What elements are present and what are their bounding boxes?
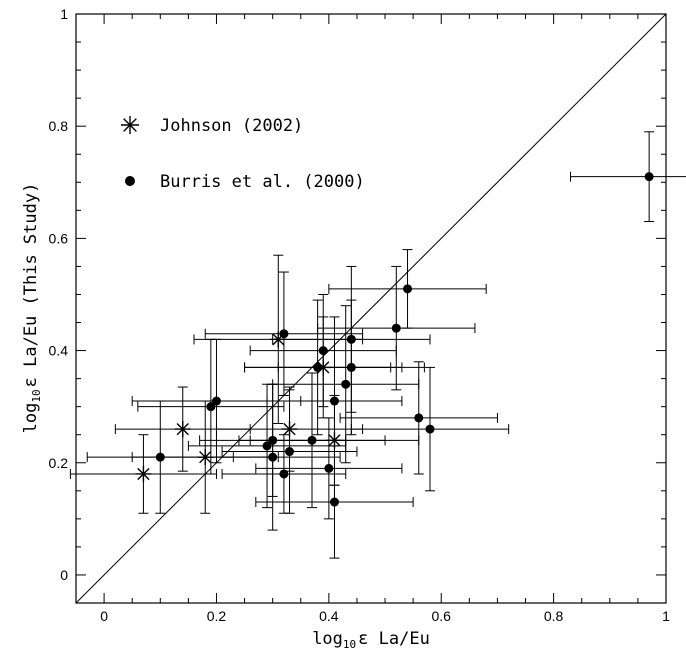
circle-marker <box>285 447 295 457</box>
reference-line <box>75 13 667 604</box>
y-tick-label: 0.4 <box>49 343 69 359</box>
circle-marker <box>403 284 413 294</box>
circle-marker <box>279 469 289 479</box>
circle-marker <box>324 463 334 473</box>
y-tick-label: 0.6 <box>49 230 69 246</box>
x-tick-label: 0.8 <box>544 608 564 624</box>
asterisk-stroke <box>176 422 189 436</box>
legend-item: Burris et al. (2000) <box>125 172 365 192</box>
burris-data-point <box>204 271 364 396</box>
burris-data-point <box>255 417 403 520</box>
x-axis-label: log10 ε La/Eu <box>312 629 430 651</box>
asterisk-stroke <box>137 467 150 481</box>
circle-marker <box>318 346 328 356</box>
burris-data-point <box>317 265 476 391</box>
circle-marker <box>414 413 424 423</box>
x-tick-label: 0 <box>100 608 108 624</box>
circle-marker <box>341 379 351 389</box>
burris-data-point <box>238 372 386 509</box>
burris-data-point <box>272 265 431 413</box>
x-tick-label: 0.2 <box>207 608 227 624</box>
burris-data-point <box>221 389 358 514</box>
asterisk-marker <box>174 421 191 438</box>
burris-data-point <box>266 316 403 486</box>
circle-marker <box>329 497 339 507</box>
identity-line <box>75 13 667 604</box>
circle-marker <box>329 396 339 406</box>
circle-marker <box>425 424 435 434</box>
data-points <box>69 131 686 559</box>
burris-data-point <box>328 249 487 329</box>
circle-marker <box>206 402 216 412</box>
x-tick-label: 0.6 <box>432 608 452 624</box>
circle-marker <box>307 435 317 445</box>
y-tick-label: 0.2 <box>49 455 69 471</box>
y-tick-label: 0 <box>60 567 68 583</box>
asterisk-marker <box>135 465 152 482</box>
circle-marker <box>279 329 289 339</box>
plot-frame <box>75 13 667 604</box>
circle-marker <box>391 323 401 333</box>
burris-data-point <box>221 434 347 514</box>
axis-ticks: 0 0.2 0.4 0.6 0.8 1 0 0.2 0.4 0.6 0.8 1 <box>49 6 671 624</box>
circle-marker <box>211 396 221 406</box>
circle-marker <box>262 441 272 451</box>
legend: Johnson (2002) Burris et al. (2000) <box>121 116 365 192</box>
y-tick-label: 1 <box>60 6 68 22</box>
asterisk-stroke <box>123 118 137 132</box>
y-tick-label: 0.8 <box>49 118 69 134</box>
burris-data-point <box>137 338 285 475</box>
burris-data-point <box>249 293 397 408</box>
legend-label: Burris et al. (2000) <box>160 172 365 192</box>
burris-data-point <box>569 131 686 223</box>
legend-asterisk-icon <box>121 116 139 134</box>
burris-data-point <box>350 366 510 492</box>
legend-label: Johnson (2002) <box>160 116 303 136</box>
x-tick-label: 1 <box>662 608 670 624</box>
burris-data-point <box>339 361 498 475</box>
legend-item: Johnson (2002) <box>121 116 303 136</box>
circle-marker <box>155 452 165 462</box>
legend-circle-icon <box>125 176 135 186</box>
burris-data-point <box>272 305 420 464</box>
x-tick-label: 0.4 <box>319 608 339 624</box>
circle-marker <box>346 334 356 344</box>
johnson-data-point <box>69 434 217 514</box>
y-axis-label: log10ε La/Eu (This Study) <box>21 183 43 434</box>
circle-marker <box>644 172 654 182</box>
